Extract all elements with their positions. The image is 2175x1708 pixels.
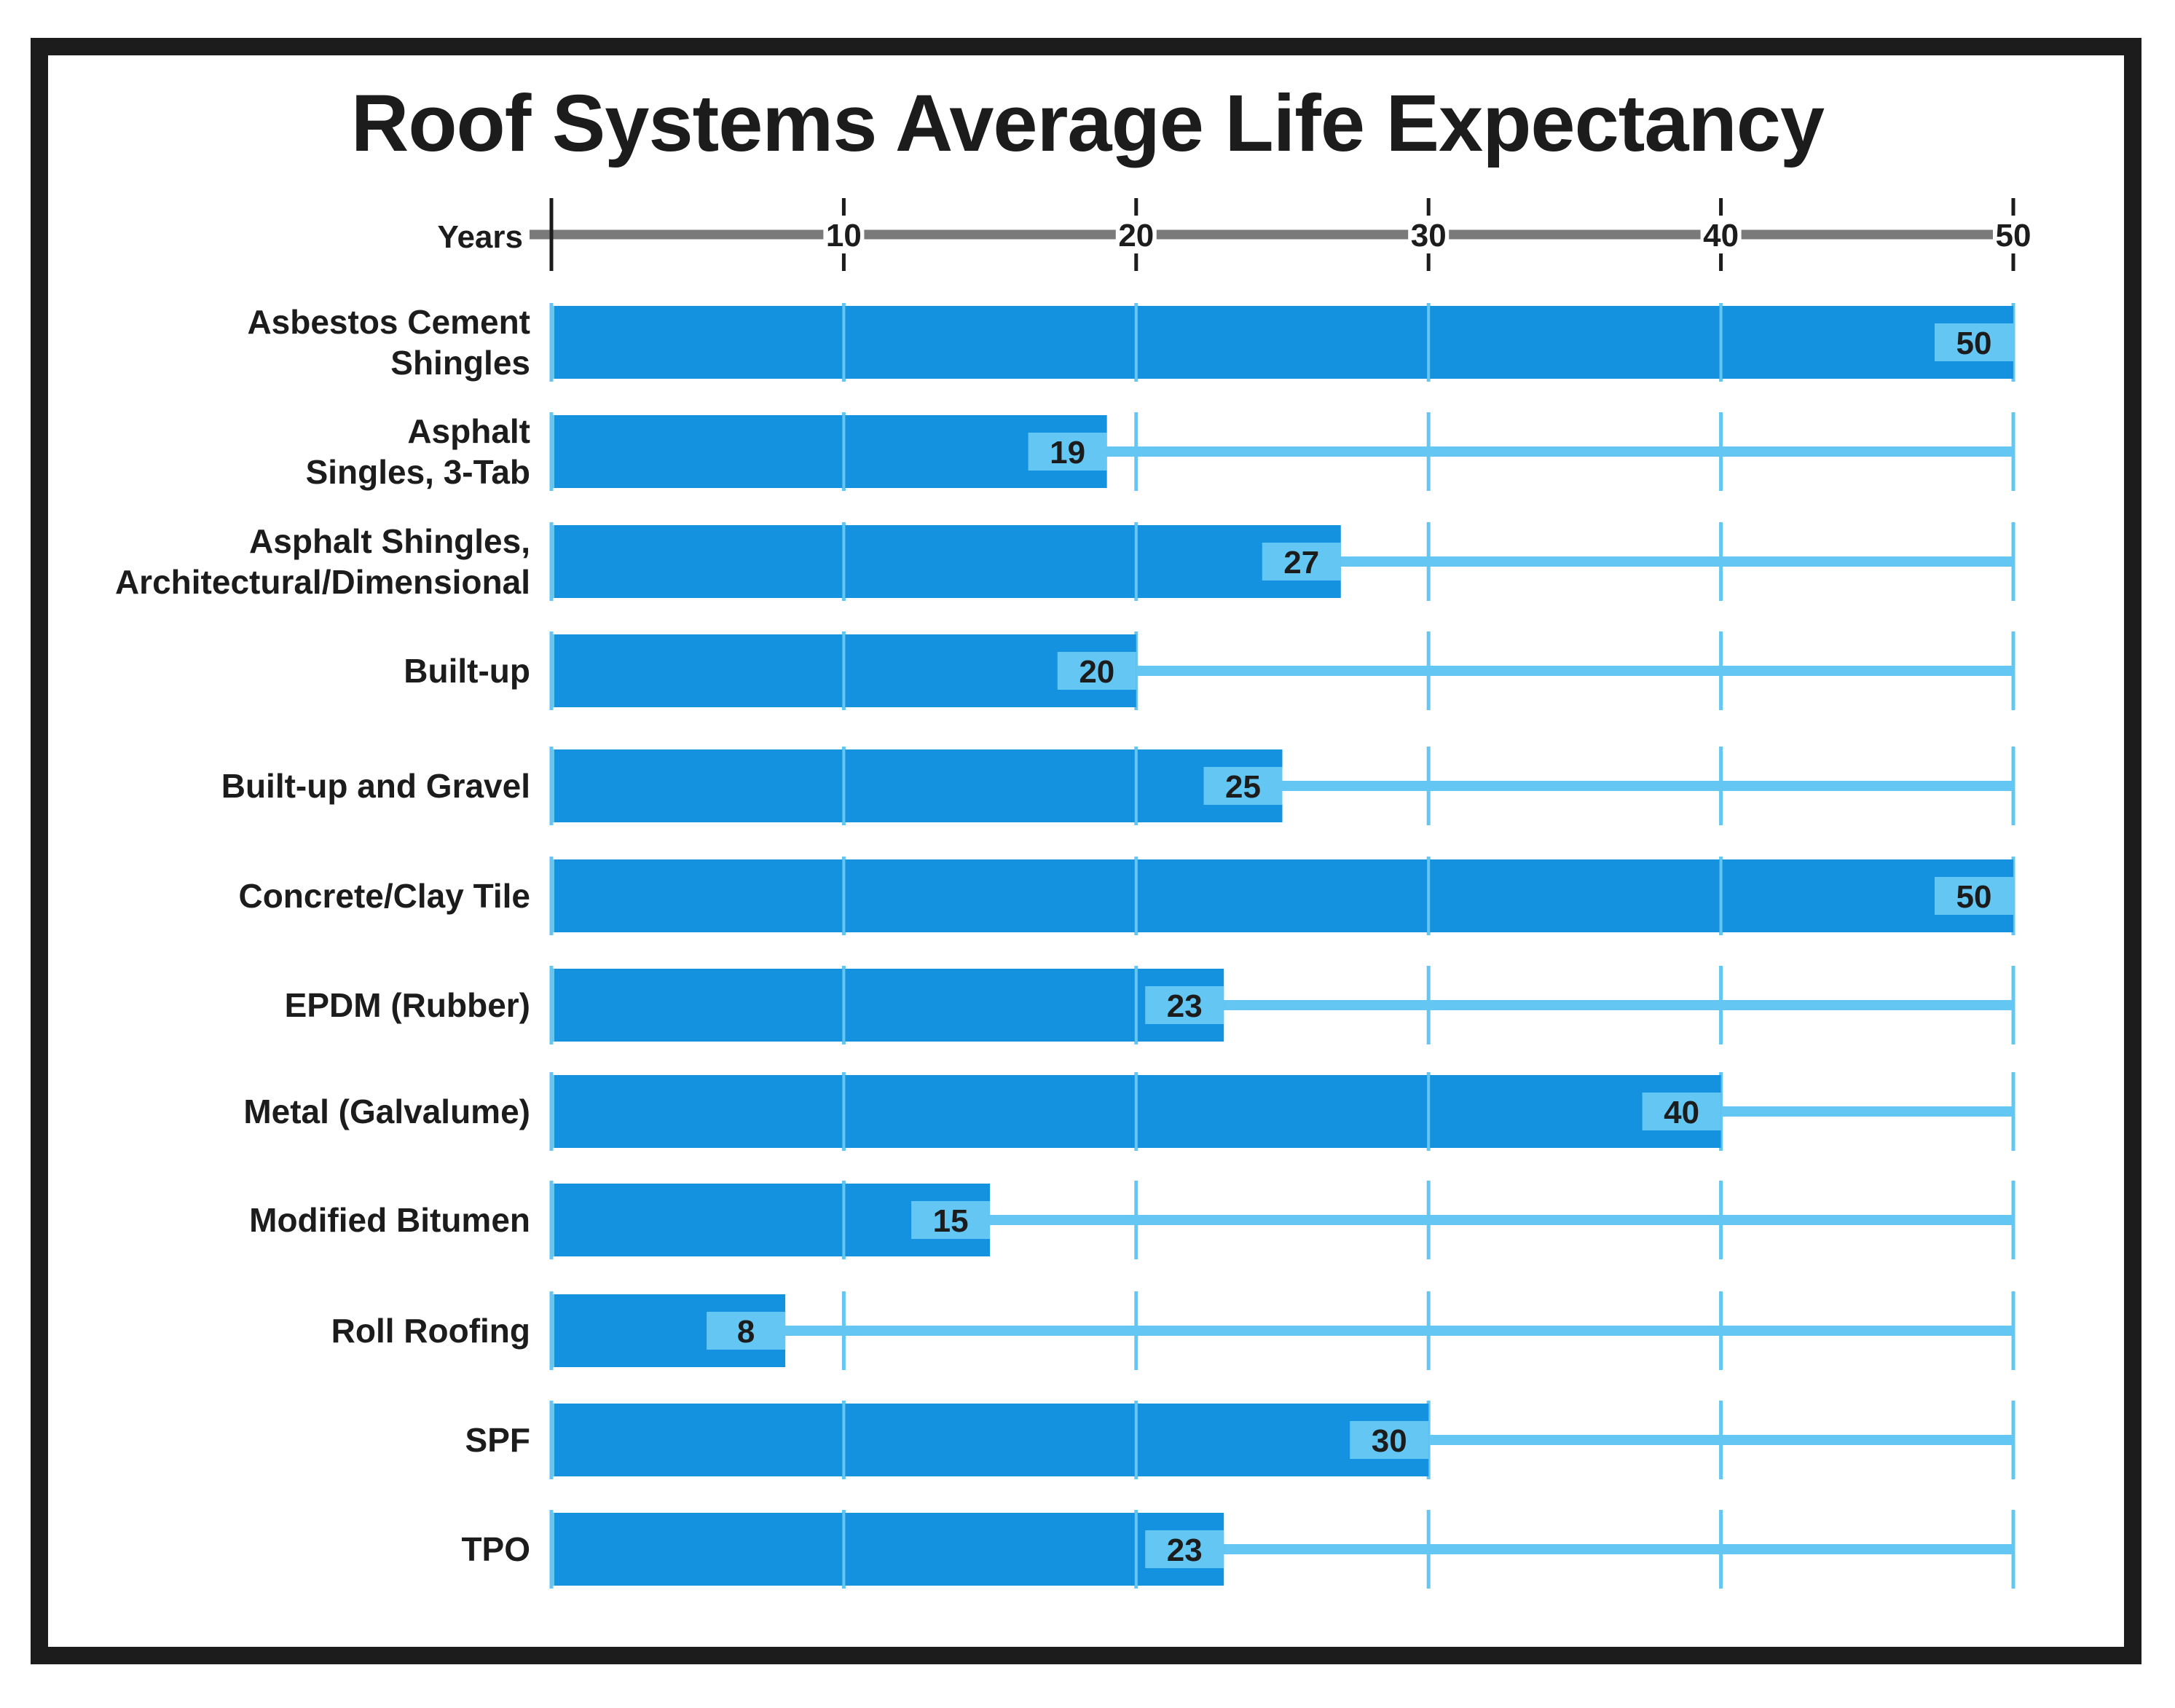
x-tick-label-bg — [1993, 216, 2034, 253]
bar — [551, 969, 1224, 1042]
bar — [551, 749, 1283, 822]
category-label: TPO — [461, 1530, 530, 1568]
x-axis-label: Years — [438, 219, 523, 255]
category-label: Asphalt Shingles, Architectural/Dimension… — [115, 522, 530, 601]
category-label-line: SPF — [465, 1421, 530, 1459]
category-label-line: Singles, 3-Tab — [306, 453, 530, 491]
category-label-line: Modified Bitumen — [249, 1201, 530, 1239]
category-label-line: Concrete/Clay Tile — [238, 877, 530, 915]
category-label: Roll Roofing — [331, 1312, 530, 1350]
bar — [551, 859, 2013, 932]
category-label-line: Asphalt — [407, 412, 530, 450]
x-tick-label-bg — [823, 216, 865, 253]
bar-row: 27 Asphalt Shingles, Architectural/Dimensi… — [115, 522, 2015, 601]
data-label: 50 — [1956, 326, 1992, 361]
data-label-box — [1935, 877, 2013, 915]
bar-row: 25 Built-up and Gravel — [221, 747, 2015, 825]
bar-row: 15 Modified Bitumen — [249, 1181, 2015, 1259]
category-label: Metal (Galvalume) — [243, 1093, 530, 1130]
data-label: 23 — [1167, 1532, 1203, 1568]
category-label-line: TPO — [461, 1530, 530, 1568]
data-label: 20 — [1079, 654, 1114, 690]
data-label-box — [1145, 1530, 1224, 1568]
x-tick-label-bg — [1700, 216, 1742, 253]
data-label: 40 — [1664, 1095, 1699, 1130]
category-label-line: Asphalt Shingles, — [249, 522, 530, 560]
bar-row: 19 Asphalt Singles, 3-Tab — [306, 412, 2015, 491]
data-label-box — [1350, 1421, 1429, 1459]
chart-title: Roof Systems Average Life Expectancy — [350, 79, 1825, 168]
category-label-line: Architectural/Dimensional — [115, 563, 530, 601]
bar — [551, 1404, 1429, 1476]
category-label: EPDM (Rubber) — [285, 986, 530, 1024]
bar-row: 23 TPO — [461, 1510, 2015, 1589]
bar-row: 50 Concrete/Clay Tile — [238, 857, 2015, 935]
category-label: Concrete/Clay Tile — [238, 877, 530, 915]
x-tick-label: 20 — [1118, 218, 1154, 253]
category-label-line: Shingles — [390, 344, 530, 382]
data-label-box — [707, 1312, 786, 1350]
category-label: SPF — [465, 1421, 530, 1459]
data-label: 23 — [1167, 988, 1203, 1024]
category-label-line: Metal (Galvalume) — [243, 1093, 530, 1130]
data-label-box — [1935, 323, 2013, 361]
data-label-box — [1203, 767, 1283, 805]
data-label-box — [1057, 652, 1136, 690]
data-label-box — [1262, 543, 1341, 581]
data-label-box — [1642, 1093, 1721, 1130]
category-label: Asbestos Cement Shingles — [247, 303, 530, 382]
category-label-line: Asbestos Cement — [247, 303, 530, 341]
category-label: Built-up and Gravel — [221, 767, 530, 805]
x-tick-label: 50 — [1996, 218, 2032, 253]
bar — [551, 1513, 1224, 1586]
x-axis: Years 10 20 30 40 50 — [438, 198, 2034, 271]
bar — [551, 525, 1341, 598]
category-label: Asphalt Singles, 3-Tab — [306, 412, 530, 491]
data-label: 25 — [1225, 769, 1261, 805]
category-label-line: Built-up and Gravel — [221, 767, 530, 805]
bar-row: 20 Built-up — [404, 631, 2015, 710]
bar-row: 8 Roll Roofing — [331, 1291, 2015, 1370]
data-label-box — [1145, 986, 1224, 1024]
category-label-line: EPDM (Rubber) — [285, 986, 530, 1024]
bar-row: 23 EPDM (Rubber) — [285, 966, 2015, 1044]
data-label: 15 — [933, 1203, 969, 1239]
category-label-line: Roll Roofing — [331, 1312, 530, 1350]
bar-rows: 50 Asbestos Cement Shingles 19 Asphalt Single… — [115, 303, 2015, 1589]
x-tick-label: 10 — [826, 218, 862, 253]
data-label: 30 — [1372, 1423, 1407, 1459]
x-tick-label-bg — [1408, 216, 1450, 253]
data-label: 27 — [1283, 545, 1319, 581]
data-label: 8 — [737, 1314, 755, 1350]
bar — [551, 306, 2013, 379]
bar-row: 40 Metal (Galvalume) — [243, 1072, 2015, 1151]
data-label: 50 — [1956, 879, 1992, 915]
x-tick-label: 40 — [1703, 218, 1739, 253]
x-tick-label-bg — [1115, 216, 1157, 253]
category-label: Modified Bitumen — [249, 1201, 530, 1239]
data-label: 19 — [1050, 435, 1085, 471]
data-label-box — [911, 1201, 991, 1239]
category-label-line: Built-up — [404, 652, 530, 690]
category-label: Built-up — [404, 652, 530, 690]
bar — [551, 415, 1107, 488]
bar-row: 50 Asbestos Cement Shingles — [247, 303, 2015, 382]
data-label-box — [1028, 433, 1107, 471]
x-tick-label: 30 — [1411, 218, 1447, 253]
bar-row: 30 SPF — [465, 1401, 2015, 1479]
